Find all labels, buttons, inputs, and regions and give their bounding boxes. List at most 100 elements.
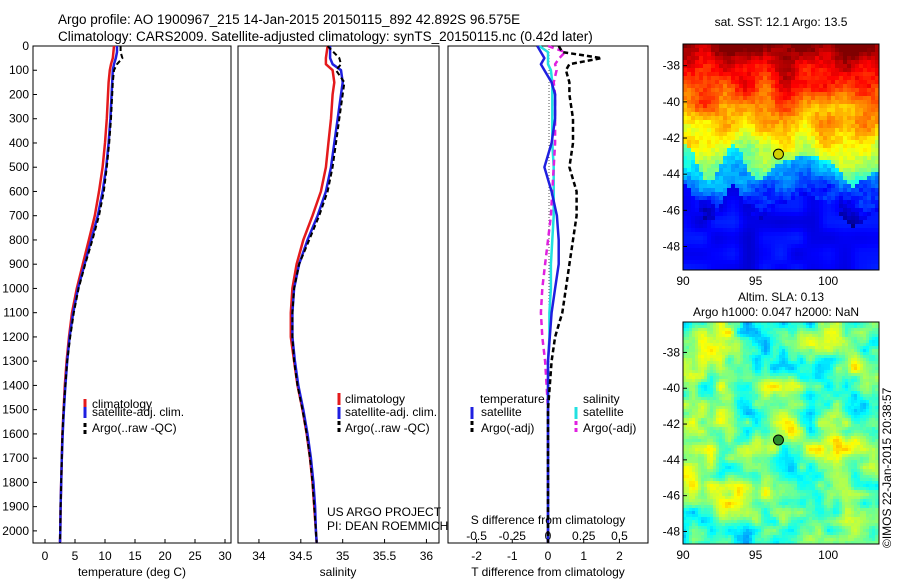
map-cell [843, 188, 848, 193]
map-cell [751, 144, 756, 149]
map-cell [701, 325, 705, 329]
map-cell [722, 331, 726, 335]
map-cell [831, 80, 836, 85]
map-cell [812, 322, 816, 326]
map-cell [723, 112, 728, 117]
map-cell [875, 370, 879, 374]
map-cell [782, 397, 786, 401]
map-cell [809, 349, 813, 353]
map-cell [860, 328, 864, 332]
map-cell [755, 343, 759, 347]
map-cell [806, 364, 810, 368]
map-cell [797, 361, 801, 365]
map-cell [815, 64, 820, 69]
map-cell [707, 220, 712, 225]
map-cell [797, 325, 801, 329]
map-cell [815, 84, 820, 89]
map-cell [827, 397, 831, 401]
map-cell [759, 60, 764, 65]
map-cell [698, 349, 702, 353]
map-cell [739, 188, 744, 193]
map-cell [723, 192, 728, 197]
map-cell [770, 373, 774, 377]
map-cell [847, 112, 852, 117]
map-cell [794, 400, 798, 404]
map-cell [737, 352, 741, 356]
map-cell [855, 56, 860, 61]
map-cell [871, 92, 876, 97]
map-cell [698, 400, 702, 404]
map-cell [727, 172, 732, 177]
map-cell [710, 382, 714, 386]
map-cell [701, 376, 705, 380]
map-cell [807, 264, 812, 269]
map-cell [831, 100, 836, 105]
map-cell [788, 376, 792, 380]
map-cell [854, 394, 858, 398]
map-cell [795, 184, 800, 189]
map-cell [687, 60, 692, 65]
map-cell [713, 358, 717, 362]
map-cell [783, 120, 788, 125]
map-cell [755, 400, 759, 404]
map-cell [843, 236, 848, 241]
map-cell [811, 216, 816, 221]
map-cell [739, 248, 744, 253]
map-cell [698, 328, 702, 332]
map-cell [695, 403, 699, 407]
map-cell [787, 152, 792, 157]
map-cell [859, 224, 864, 229]
map-cell [752, 403, 756, 407]
map-cell [727, 232, 732, 237]
map-cell [731, 388, 735, 392]
map-cell [711, 256, 716, 261]
map-cell [800, 409, 804, 413]
map-cell [857, 322, 861, 326]
map-cell [707, 100, 712, 105]
map-cell [740, 346, 744, 350]
map-cell [746, 394, 750, 398]
map-cell [764, 388, 768, 392]
map-cell [707, 331, 711, 335]
map-cell [823, 236, 828, 241]
map-cell [698, 406, 702, 410]
map-cell [698, 358, 702, 362]
map-cell [701, 352, 705, 356]
map-cell [783, 200, 788, 205]
map-cell [763, 156, 768, 161]
map-cell [707, 216, 712, 221]
map-cell [731, 184, 736, 189]
map-cell [746, 358, 750, 362]
map-cell [827, 80, 832, 85]
map-cell [699, 260, 704, 265]
map-cell [785, 343, 789, 347]
map-cell [699, 248, 704, 253]
map-cell [811, 124, 816, 129]
map-cell [763, 196, 768, 201]
map-cell [833, 412, 837, 416]
map-cell [734, 391, 738, 395]
map-cell [845, 412, 849, 416]
map-cell [863, 176, 868, 181]
map-cell [775, 52, 780, 57]
map-cell [722, 385, 726, 389]
map-cell [875, 334, 879, 338]
map-cell [791, 164, 796, 169]
map-cell [743, 409, 747, 413]
map-cell [715, 264, 720, 269]
map-cell [751, 140, 756, 145]
map-cell [698, 394, 702, 398]
map-cell [857, 409, 861, 413]
map-cell [747, 192, 752, 197]
map-cell [727, 104, 732, 109]
map-cell [771, 120, 776, 125]
map-cell [707, 379, 711, 383]
map-cell [811, 44, 816, 49]
map-cell [737, 403, 741, 407]
map-cell [683, 200, 688, 205]
map-cell [835, 268, 840, 271]
map-cell [855, 76, 860, 81]
map-cell [851, 352, 855, 356]
map-cell [763, 108, 768, 113]
map-cell [833, 382, 837, 386]
